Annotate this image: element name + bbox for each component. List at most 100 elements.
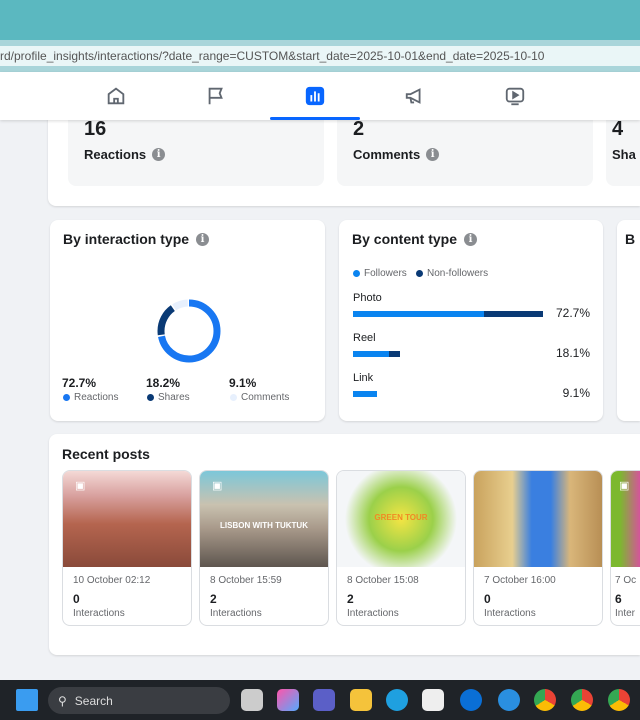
bar-non-followers	[388, 351, 401, 357]
chrome-icon[interactable]	[571, 689, 593, 711]
post-thumbnail: GREEN TOUR	[337, 471, 465, 567]
help-icon[interactable]	[498, 689, 520, 711]
legend-reactions: Reactions	[63, 392, 118, 403]
stat-reactions: 16 Reactions i	[68, 110, 324, 186]
post-card[interactable]: GREEN TOUR 8 October 15:08 2 Interaction…	[336, 470, 466, 626]
post-date: 7 Oc	[615, 575, 637, 586]
bar-non-followers	[483, 311, 543, 317]
legend-non-followers: Non-followers	[416, 268, 488, 279]
stat-comments: 2 Comments i	[337, 110, 593, 186]
third-card: B	[617, 220, 640, 421]
donut-segment-reactions	[157, 299, 221, 363]
thumbnail-overlay: GREEN TOUR	[374, 513, 428, 522]
url-field[interactable]: rd/profile_insights/interactions/?date_r…	[0, 46, 640, 66]
stat-label: Reactions	[84, 147, 147, 162]
store-icon[interactable]	[422, 689, 444, 711]
row-pct: 9.1%	[562, 386, 590, 400]
hp-icon[interactable]	[460, 689, 482, 711]
post-thumbnail: ▣	[611, 471, 640, 567]
edge-icon[interactable]	[386, 689, 408, 711]
post-thumbnail	[474, 471, 602, 567]
tab-insights[interactable]	[270, 72, 360, 120]
info-icon[interactable]: i	[196, 232, 210, 246]
stat-value: 16	[84, 118, 107, 140]
post-card[interactable]: 7 October 16:00 0 Interactions	[473, 470, 603, 626]
bar-photo	[353, 311, 543, 317]
recent-posts-card: Recent posts ▣ 10 October 02:12 0 Intera…	[49, 434, 640, 655]
post-card[interactable]: LISBON WITH TUKTUK ▣ 8 October 15:59 2 I…	[199, 470, 329, 626]
reel-icon: ▣	[212, 480, 223, 492]
search-icon: ⚲	[58, 693, 67, 708]
photo-icon: ▣	[619, 480, 630, 492]
copilot-icon[interactable]	[277, 689, 299, 711]
card-title: Recent posts	[62, 446, 150, 462]
row-label: Reel	[353, 332, 376, 344]
teams-icon[interactable]	[313, 689, 335, 711]
tab-pages[interactable]	[171, 72, 261, 120]
file-explorer-icon[interactable]	[350, 689, 372, 711]
bar-reel	[353, 351, 401, 357]
flag-icon	[208, 87, 223, 105]
post-date: 10 October 02:12	[73, 575, 151, 586]
donut-segment-shares	[157, 299, 221, 363]
post-interaction-label: Interactions	[210, 608, 262, 619]
stat-label: Comments	[353, 147, 421, 162]
row-pct: 72.7%	[555, 306, 590, 320]
tab-home[interactable]	[71, 72, 161, 120]
info-icon[interactable]: i	[464, 232, 478, 246]
post-interaction-count: 2	[347, 592, 354, 606]
stat-value: 4	[612, 118, 624, 140]
post-thumbnail: ▣	[63, 471, 191, 567]
info-icon[interactable]: i	[426, 148, 440, 161]
content-type-card: By content type i Followers Non-followers…	[339, 220, 603, 421]
thumbnail-overlay: LISBON WITH TUKTUK	[220, 521, 308, 530]
task-view-icon[interactable]	[241, 689, 263, 711]
browser-titlebar	[0, 0, 640, 40]
legend-followers: Followers	[353, 268, 407, 279]
comments-pct: 9.1%	[229, 376, 257, 390]
legend-shares: Shares	[147, 392, 190, 403]
home-icon	[107, 87, 125, 105]
reactions-pct: 72.7%	[62, 376, 97, 390]
card-title: B	[625, 231, 636, 247]
post-interaction-label: Interactions	[73, 608, 125, 619]
bar-followers	[353, 351, 389, 357]
bar-link	[353, 391, 377, 397]
taskbar-search[interactable]: ⚲ Search	[48, 687, 230, 714]
row-label: Photo	[353, 292, 382, 304]
megaphone-icon	[405, 88, 421, 104]
row-label: Link	[353, 372, 374, 384]
video-icon	[505, 87, 525, 106]
legend-comments: Comments	[230, 392, 289, 403]
taskbar: ⚲ Search	[0, 680, 640, 720]
post-date: 7 October 16:00	[484, 575, 556, 586]
address-bar: rd/profile_insights/interactions/?date_r…	[0, 40, 640, 72]
tab-video[interactable]	[470, 72, 560, 120]
interaction-type-card: By interaction type i 72.7% 18.2% 9.1% Re…	[50, 220, 325, 421]
bar-followers	[353, 391, 377, 397]
donut-chart	[157, 299, 221, 363]
chrome-icon[interactable]	[534, 689, 556, 711]
card-title: By content type	[352, 231, 458, 247]
stat-label: Sha	[612, 147, 636, 162]
row-pct: 18.1%	[555, 346, 590, 360]
link-icon: ▣	[75, 480, 86, 492]
card-title: By interaction type	[63, 231, 190, 247]
start-icon[interactable]	[16, 689, 38, 711]
top-nav	[0, 72, 640, 120]
post-card[interactable]: ▣ 7 Oc 6 Inter	[610, 470, 640, 626]
post-interaction-count: 6	[615, 592, 622, 606]
post-card[interactable]: ▣ 10 October 02:12 0 Interactions	[62, 470, 192, 626]
post-interaction-count: 0	[484, 592, 491, 606]
stat-shares: 4 Sha	[606, 110, 640, 186]
tab-ads[interactable]	[370, 72, 460, 120]
post-thumbnail: LISBON WITH TUKTUK ▣	[200, 471, 328, 567]
post-interaction-label: Interactions	[347, 608, 399, 619]
post-date: 8 October 15:59	[210, 575, 282, 586]
insights-icon	[305, 86, 325, 106]
info-icon[interactable]: i	[152, 148, 166, 161]
chrome-icon[interactable]	[608, 689, 630, 711]
post-date: 8 October 15:08	[347, 575, 419, 586]
post-interaction-label: Interactions	[484, 608, 536, 619]
stat-value: 2	[353, 118, 365, 140]
